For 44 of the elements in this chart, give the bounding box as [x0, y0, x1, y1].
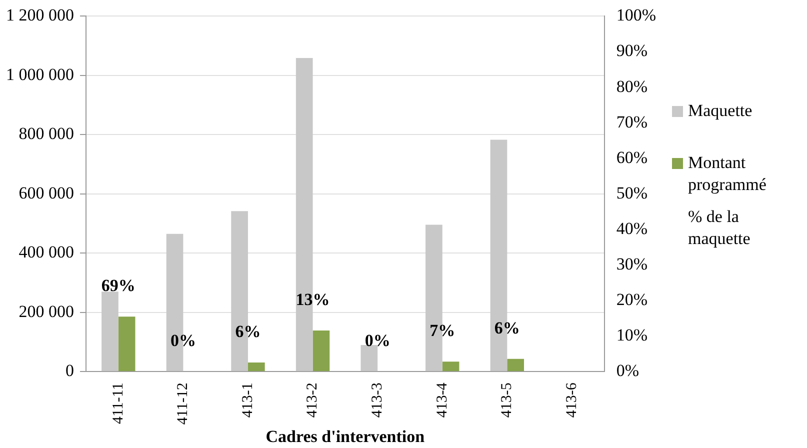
bar [442, 362, 460, 372]
y2-tick-label: 80% [616, 76, 648, 96]
annotation: 13% [296, 290, 330, 309]
annotation: 6% [494, 318, 520, 338]
y-tick-label: 800 000 [18, 124, 74, 144]
y-tick-label: 200 000 [18, 302, 74, 321]
y2-tick-label: 20% [616, 290, 648, 310]
y2-tick-label: 40% [616, 218, 648, 238]
x-tick-label: 413-4 [434, 382, 450, 418]
y2-tick-label: 60% [616, 148, 648, 167]
bar [248, 362, 265, 372]
y2-tick-label: 0% [616, 361, 640, 380]
annotation: 0% [170, 331, 196, 350]
y2-tick-label: 30% [616, 254, 648, 274]
y-tick-label: 400 000 [18, 242, 74, 262]
x-tick-label: 413-1 [240, 382, 256, 418]
x-tick-label: 411-12 [175, 382, 192, 425]
y-tick-label: 0 [66, 361, 74, 380]
y-tick-label: 1 200 000 [6, 6, 74, 25]
y2-tick-label: 70% [616, 112, 648, 132]
x-axis-title: Cadres d'intervention [266, 427, 426, 446]
bar [118, 316, 136, 372]
bar [507, 358, 524, 372]
y-tick-label: 1 000 000 [6, 64, 74, 84]
y2-tick-label: 10% [616, 326, 648, 345]
x-tick-label: 413-3 [370, 382, 386, 418]
x-tick-label: 413-5 [499, 382, 516, 418]
text: % de la maquette [688, 206, 752, 250]
annotation: 7% [430, 320, 456, 340]
legend-label: Montant programmé [688, 152, 768, 196]
bar [360, 345, 378, 372]
annotation: 69% [101, 276, 136, 295]
x-tick-label: 411-11 [110, 382, 126, 424]
y-tick-label: 600 000 [18, 183, 74, 202]
annotation: 6% [235, 322, 261, 341]
legend-label: Maquette [688, 100, 752, 122]
bar [312, 330, 330, 372]
bar [102, 292, 118, 372]
y2-tick-label: 90% [616, 41, 648, 60]
annotation: 0% [364, 331, 390, 350]
y2-tick-label: 100% [616, 6, 656, 25]
y2-tick-label: 50% [616, 183, 648, 202]
x-tick-label: 413-6 [564, 382, 580, 418]
x-tick-label: 413-2 [304, 382, 321, 418]
